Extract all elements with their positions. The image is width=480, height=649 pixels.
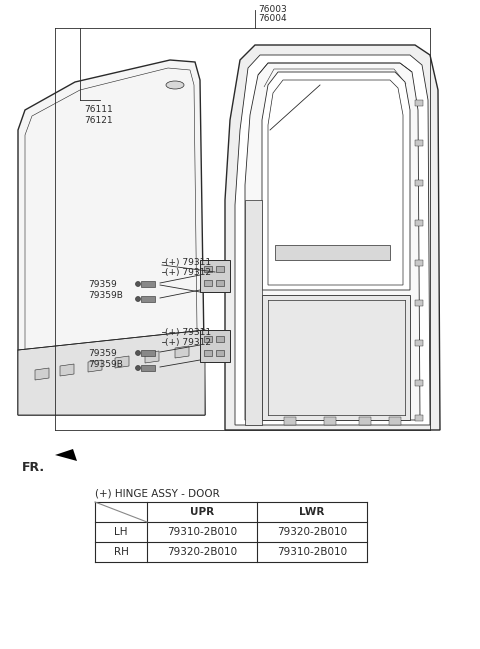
Ellipse shape [166, 81, 184, 89]
Bar [216, 336, 224, 342]
Text: (+) 79312: (+) 79312 [165, 338, 211, 347]
Bar [324, 417, 336, 425]
Text: 79359B: 79359B [88, 360, 123, 369]
Polygon shape [262, 295, 410, 420]
Text: UPR: UPR [190, 507, 214, 517]
Polygon shape [245, 63, 420, 420]
Text: LH: LH [114, 527, 128, 537]
Bar [204, 280, 212, 286]
Text: 79320-2B010: 79320-2B010 [167, 547, 237, 557]
Bar [415, 415, 423, 421]
Text: LWR: LWR [300, 507, 324, 517]
Polygon shape [18, 330, 205, 415]
Bar [204, 350, 212, 356]
Text: 79320-2B010: 79320-2B010 [277, 527, 347, 537]
Polygon shape [35, 368, 49, 380]
Polygon shape [115, 356, 129, 368]
Bar [141, 365, 155, 371]
Text: 76004: 76004 [258, 14, 287, 23]
Polygon shape [88, 360, 102, 372]
Polygon shape [275, 245, 390, 260]
Bar [389, 417, 401, 425]
Bar [415, 260, 423, 266]
Bar [415, 220, 423, 226]
Circle shape [135, 350, 141, 356]
Circle shape [135, 365, 141, 371]
Polygon shape [145, 351, 159, 363]
Bar [141, 281, 155, 287]
Text: 79359B: 79359B [88, 291, 123, 300]
Polygon shape [175, 346, 189, 358]
Polygon shape [200, 330, 230, 362]
Text: (+) 79311: (+) 79311 [165, 258, 211, 267]
Polygon shape [225, 45, 440, 430]
Polygon shape [245, 200, 262, 425]
Text: 76003: 76003 [258, 5, 287, 14]
Text: (+) 79311: (+) 79311 [165, 328, 211, 337]
Bar [415, 140, 423, 146]
Bar [415, 300, 423, 306]
Bar [204, 266, 212, 272]
Bar [216, 350, 224, 356]
Text: (+) HINGE ASSY - DOOR: (+) HINGE ASSY - DOOR [95, 488, 220, 498]
Bar [415, 100, 423, 106]
Bar [204, 336, 212, 342]
Text: RH: RH [114, 547, 129, 557]
Text: 76111: 76111 [84, 105, 113, 114]
Bar [141, 350, 155, 356]
Polygon shape [235, 55, 430, 425]
Circle shape [135, 282, 141, 286]
Text: (+) 79312: (+) 79312 [165, 268, 211, 277]
Text: 79359: 79359 [88, 349, 117, 358]
Polygon shape [262, 72, 410, 290]
Text: 76121: 76121 [84, 116, 113, 125]
Polygon shape [60, 364, 74, 376]
Bar [284, 417, 296, 425]
Bar [415, 340, 423, 346]
Bar [415, 180, 423, 186]
Text: 79359: 79359 [88, 280, 117, 289]
Polygon shape [18, 60, 205, 415]
Bar [216, 266, 224, 272]
Bar [216, 280, 224, 286]
Polygon shape [55, 449, 77, 461]
Text: 79310-2B010: 79310-2B010 [167, 527, 237, 537]
Bar [359, 417, 371, 425]
Text: FR.: FR. [22, 461, 45, 474]
Text: 79310-2B010: 79310-2B010 [277, 547, 347, 557]
Bar [415, 380, 423, 386]
Bar [141, 296, 155, 302]
Circle shape [135, 297, 141, 302]
Polygon shape [200, 260, 230, 292]
